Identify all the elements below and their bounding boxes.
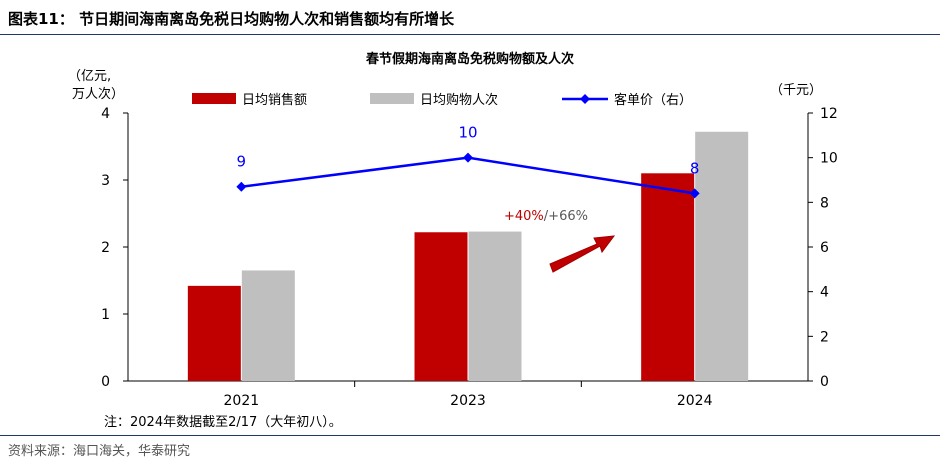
y-right-tick-label: 2 — [820, 329, 829, 345]
y-right-tick-label: 4 — [820, 285, 829, 301]
bar-sales-2023 — [414, 232, 468, 381]
y-left-label-line1: （亿元, — [68, 69, 111, 84]
bar-visits-2024 — [695, 131, 749, 381]
figure-title: 图表11： 节日期间海南离岛免税日均购物人次和销售额均有所增长 — [8, 10, 455, 28]
legend-label-sales: 日均销售额 — [242, 92, 307, 108]
bars — [187, 131, 749, 381]
y-right-tick-label: 6 — [820, 240, 829, 256]
x-tick-label: 2021 — [224, 393, 260, 409]
growth-arrow-icon — [549, 235, 616, 273]
chart-title: 春节假期海南离岛免税购物额及人次 — [365, 51, 574, 67]
legend-marker-price — [580, 94, 590, 104]
bar-visits-2023 — [468, 231, 522, 381]
legend: 日均销售额 日均购物人次 客单价（右） — [192, 92, 692, 108]
chart-note: 注：2024年数据截至2/17（大年初八）。 — [104, 415, 342, 430]
price-data-label-2023: 10 — [458, 124, 477, 142]
y-right-label: （千元） — [770, 83, 822, 98]
bar-visits-2021 — [241, 270, 295, 381]
legend-label-price: 客单价（右） — [614, 92, 692, 108]
bar-sales-2021 — [187, 285, 241, 381]
bar-sales-2024 — [641, 173, 695, 381]
legend-swatch-sales — [192, 93, 236, 104]
legend-label-visits: 日均购物人次 — [420, 92, 498, 108]
y-right-tick-label: 0 — [820, 374, 829, 390]
source-note: 资料来源：海口海关，华泰研究 — [8, 444, 191, 459]
growth-annotation: +40%/+66% — [504, 209, 616, 273]
price-marker-2021 — [236, 181, 247, 192]
price-marker-2024 — [689, 188, 700, 199]
y-right-tick-label: 10 — [820, 151, 838, 167]
growth-visits-text: /+66% — [544, 209, 588, 224]
growth-annotation-text: +40%/+66% — [504, 209, 588, 224]
bottom-rule — [0, 435, 940, 436]
x-tick-label: 2023 — [450, 393, 486, 409]
price-marker-2023 — [463, 152, 473, 163]
price-data-label-2021: 9 — [237, 153, 247, 171]
growth-sales-text: +40% — [504, 209, 544, 224]
y-left-tick-label: 2 — [101, 240, 110, 256]
price-line — [241, 156, 695, 195]
y-right-tick-label: 12 — [820, 106, 838, 122]
y-left-label-line2: 万人次） — [72, 86, 124, 102]
y-left-tick-label: 0 — [101, 374, 110, 390]
top-rule — [0, 34, 940, 35]
y-left-tick-label: 3 — [101, 173, 110, 189]
y-right-tick-label: 8 — [820, 195, 829, 211]
x-tick-label: 2024 — [677, 393, 713, 409]
price-data-label-2024: 8 — [690, 159, 700, 177]
y-left-tick-label: 4 — [101, 106, 110, 122]
price-line-series: 9 10 8 — [236, 124, 700, 199]
legend-swatch-visits — [370, 93, 414, 104]
y-left-tick-label: 1 — [101, 307, 110, 323]
